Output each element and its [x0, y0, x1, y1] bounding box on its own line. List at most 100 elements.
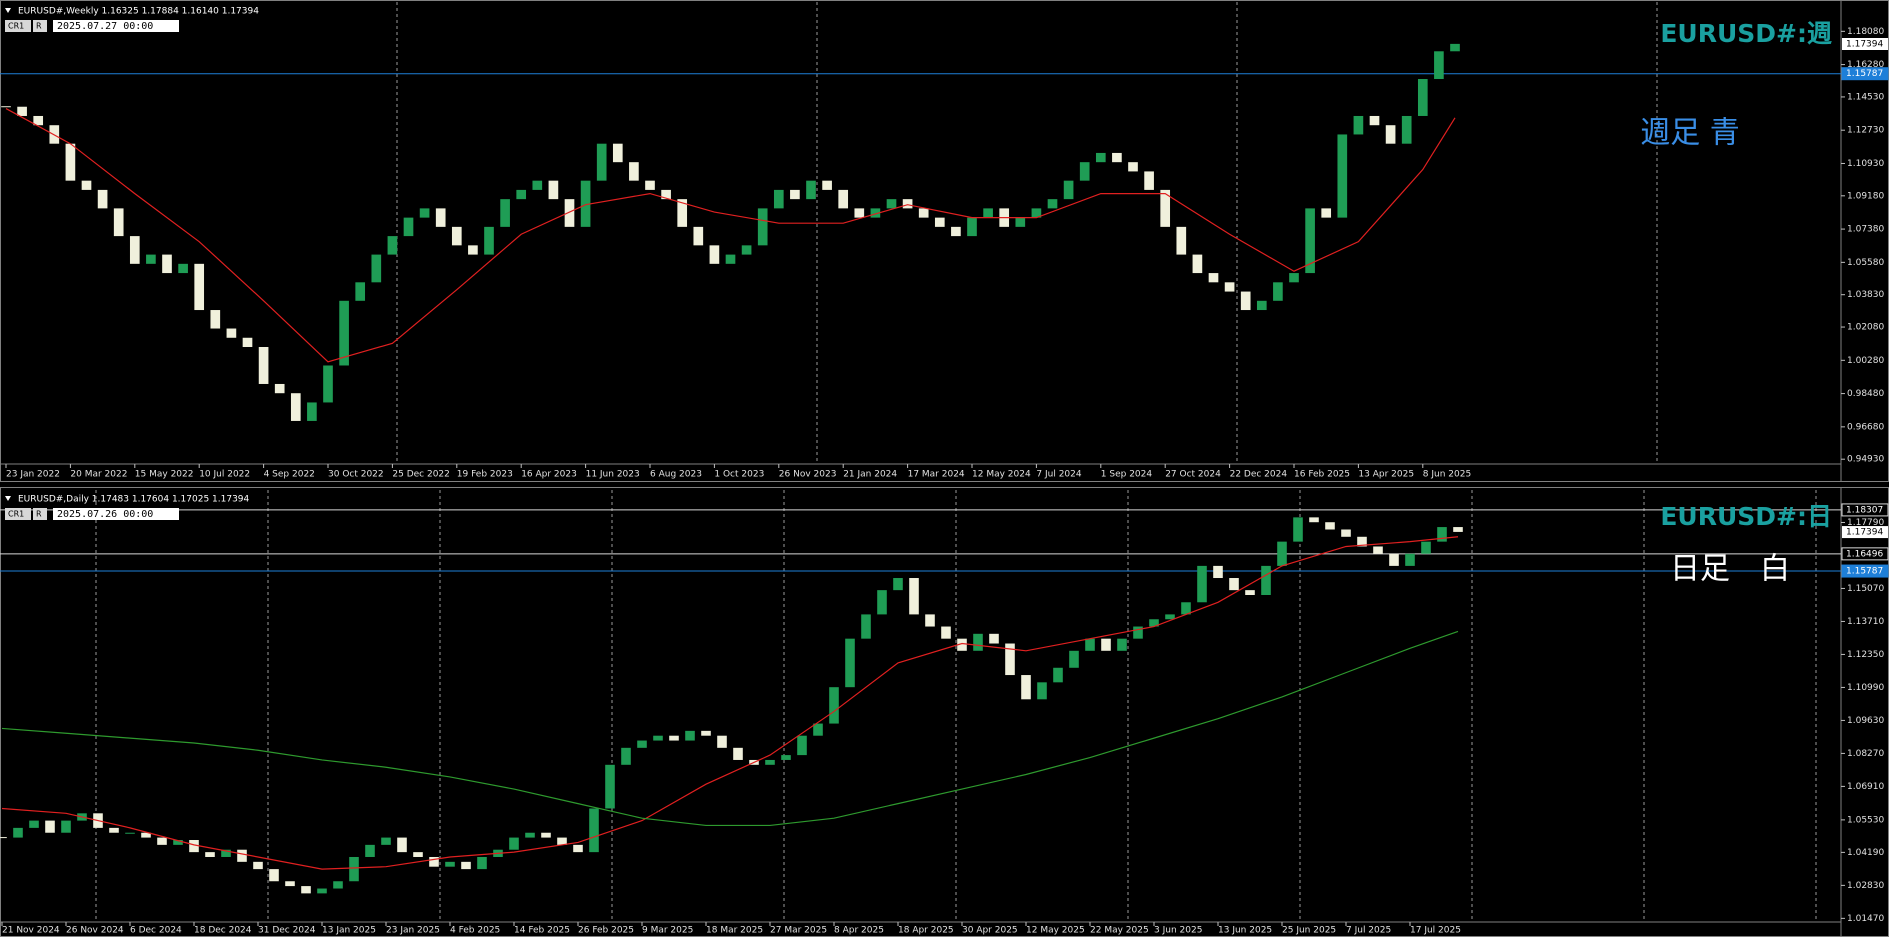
candle	[532, 180, 543, 190]
x-tick-label: 31 Dec 2024	[258, 926, 316, 936]
candle	[645, 180, 655, 190]
candle	[1213, 565, 1223, 579]
candle	[677, 199, 688, 227]
x-tick-label: 26 Feb 2025	[578, 926, 634, 936]
candle	[1369, 115, 1380, 126]
candle	[693, 226, 704, 246]
x-tick-label: 26 Nov 2024	[66, 926, 124, 936]
candle	[1053, 667, 1063, 683]
candle	[725, 254, 736, 264]
candle	[429, 856, 439, 867]
toolbar-button	[5, 20, 31, 32]
candle	[178, 263, 188, 274]
candle	[806, 180, 816, 200]
candle	[509, 837, 519, 850]
toolbar-button	[33, 508, 47, 520]
candle	[355, 282, 366, 301]
candle	[605, 764, 615, 809]
candle	[790, 189, 800, 200]
candle	[1309, 517, 1319, 523]
candle	[484, 226, 494, 255]
x-tick-label: 11 Jun 2023	[586, 470, 640, 480]
y-tick-label: 0.94930	[1847, 455, 1884, 465]
candle	[45, 820, 55, 833]
x-tick-label: 25 Jun 2025	[1282, 926, 1336, 936]
candle	[621, 747, 631, 765]
candle	[141, 832, 151, 838]
x-tick-label: 10 Jul 2022	[199, 470, 250, 480]
candle	[1160, 189, 1171, 227]
x-tick-label: 8 Jun 2025	[1423, 470, 1471, 480]
candle	[1437, 527, 1447, 542]
candle	[125, 832, 135, 834]
candle	[129, 236, 140, 264]
candle	[813, 723, 823, 736]
candle	[1353, 115, 1364, 135]
x-tick-label: 30 Oct 2022	[328, 470, 384, 480]
candle	[210, 310, 221, 329]
toolbar-button	[33, 20, 47, 32]
y-tick-label: 0.98480	[1847, 389, 1884, 399]
candle	[269, 869, 279, 882]
candle	[162, 254, 172, 274]
candle	[285, 881, 295, 887]
candle	[1450, 43, 1460, 52]
candle	[1133, 626, 1143, 639]
toolbar-button-label: CR1	[8, 22, 24, 31]
candle	[1273, 282, 1283, 301]
candle	[1112, 152, 1122, 163]
y-tick-label: 1.02080	[1847, 323, 1884, 333]
candle	[146, 254, 156, 264]
candle	[661, 189, 671, 200]
price-label: 1.18307	[1846, 505, 1883, 515]
candle	[194, 263, 205, 311]
candle	[709, 245, 720, 264]
candle	[1063, 180, 1074, 200]
y-tick-label: 1.05580	[1847, 258, 1884, 268]
candle	[397, 837, 407, 853]
x-tick-label: 7 Jul 2025	[1346, 926, 1391, 936]
candle	[221, 849, 231, 857]
candle	[1385, 125, 1396, 144]
candle	[1095, 152, 1106, 163]
candle	[893, 578, 903, 591]
candle	[1305, 208, 1315, 274]
candle	[1101, 638, 1111, 651]
x-tick-label: 8 Apr 2025	[834, 926, 884, 936]
candle	[317, 888, 327, 894]
candle	[339, 300, 349, 366]
candle	[1117, 638, 1127, 651]
candle	[1240, 291, 1251, 311]
candle	[1144, 171, 1154, 190]
y-tick-label: 1.18080	[1847, 27, 1884, 37]
x-tick-label: 1 Sep 2024	[1101, 470, 1153, 480]
candle	[419, 208, 430, 218]
x-tick-label: 18 Apr 2025	[898, 926, 954, 936]
candle	[1256, 300, 1267, 311]
candle	[97, 189, 108, 209]
x-tick-label: 12 May 2024	[972, 470, 1031, 480]
current-price-label: 1.17394	[1846, 40, 1883, 50]
candle	[525, 832, 535, 838]
y-tick-label: 1.07380	[1847, 225, 1884, 235]
candle	[845, 638, 855, 688]
y-tick-label: 1.03830	[1847, 290, 1884, 300]
candle	[957, 638, 967, 651]
candle	[1289, 273, 1299, 283]
x-tick-label: 6 Aug 2023	[650, 470, 702, 480]
current-price-box	[1842, 526, 1888, 539]
x-tick-label: 16 Apr 2023	[521, 470, 577, 480]
candle	[773, 189, 784, 209]
y-tick-label: 1.12350	[1847, 650, 1884, 660]
candle	[989, 633, 999, 644]
candle	[17, 106, 27, 116]
candle	[1037, 682, 1047, 700]
candle	[403, 217, 414, 237]
candle	[541, 832, 551, 838]
chart-header: EURUSD#,Weekly 1.16325 1.17884 1.16140 1…	[18, 7, 259, 17]
x-tick-label: 21 Jan 2024	[843, 470, 897, 480]
candle	[838, 189, 849, 209]
chart-header: EURUSD#,Daily 1.17483 1.17604 1.17025 1.…	[18, 495, 250, 505]
